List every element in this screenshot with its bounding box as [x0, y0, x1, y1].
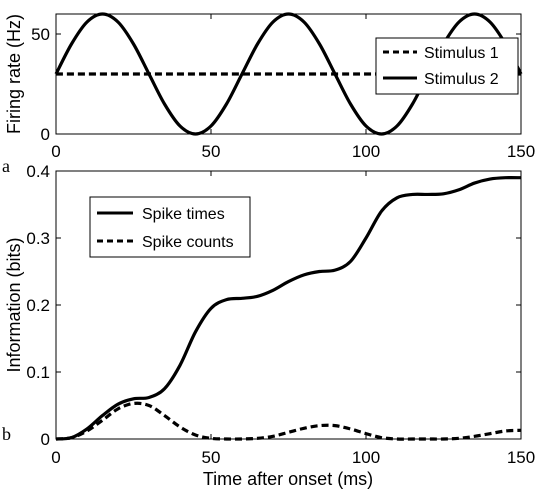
panel-b-ylabel: Information (bits)	[4, 237, 24, 372]
panel-b-label: b	[2, 424, 11, 444]
series-line-spike-counts	[55, 401, 522, 441]
panel-a-label: a	[2, 156, 10, 176]
panel-a-x-tick-label-3: 150	[507, 142, 535, 161]
panel-a-y-ticks: 0 50	[31, 25, 521, 144]
panel-b-x-tick-label-1: 50	[202, 448, 221, 467]
panel-a-y-tick-label-0: 0	[41, 125, 50, 144]
legend-label-spike-counts: Spike counts	[142, 234, 234, 251]
legend-label-spike-times: Spike times	[142, 206, 225, 223]
panel-a-x-tick-label-2: 100	[352, 142, 380, 161]
legend-label-stimulus-1: Stimulus 1	[424, 45, 499, 62]
panel-b-y-tick-label-3: 0.3	[26, 229, 50, 248]
panel-a-x-ticks: 0 50 100 150	[51, 14, 535, 161]
panel-b-xlabel: Time after onset (ms)	[203, 469, 373, 489]
panel-b-y-tick-label-2: 0.2	[26, 296, 50, 315]
series-line-spike-times	[55, 176, 522, 441]
panel-a-legend-box	[375, 37, 519, 95]
panel-b-x-ticks: 0 50 100 150	[51, 171, 535, 467]
panel-b-x-tick-label-3: 150	[507, 448, 535, 467]
panel-a-legend: Stimulus 1 Stimulus 2	[375, 37, 519, 95]
panel-b-legend: Spike times Spike counts	[89, 196, 251, 258]
panel-b-legend-box	[89, 196, 251, 258]
panel-a-ylabel: Firing rate (Hz)	[4, 14, 24, 134]
panel-b-y-tick-label-0: 0	[41, 430, 50, 449]
panel-b-series	[55, 176, 522, 441]
panel-b-y-tick-label-1: 0.1	[26, 363, 50, 382]
panel-b-x-tick-label-2: 100	[352, 448, 380, 467]
panel-a-x-tick-label-0: 0	[51, 142, 60, 161]
panel-b-y-tick-label-4: 0.4	[26, 162, 50, 181]
legend-label-stimulus-2: Stimulus 2	[424, 71, 499, 88]
panel-a-firing-rate-chart: 0 50 100 150 0 50 Firing rate (Hz) a Stimulu…	[2, 12, 535, 176]
panel-b-x-tick-label-0: 0	[51, 448, 60, 467]
panel-b-y-ticks: 0 0.1 0.2 0.3 0.4	[26, 162, 521, 449]
panel-b-information-chart: 0 50 100 150 0 0.1 0.2 0.3 0.4 Information (bit…	[2, 162, 535, 489]
panel-a-x-tick-label-1: 50	[202, 142, 221, 161]
panel-a-y-tick-label-1: 50	[31, 25, 50, 44]
